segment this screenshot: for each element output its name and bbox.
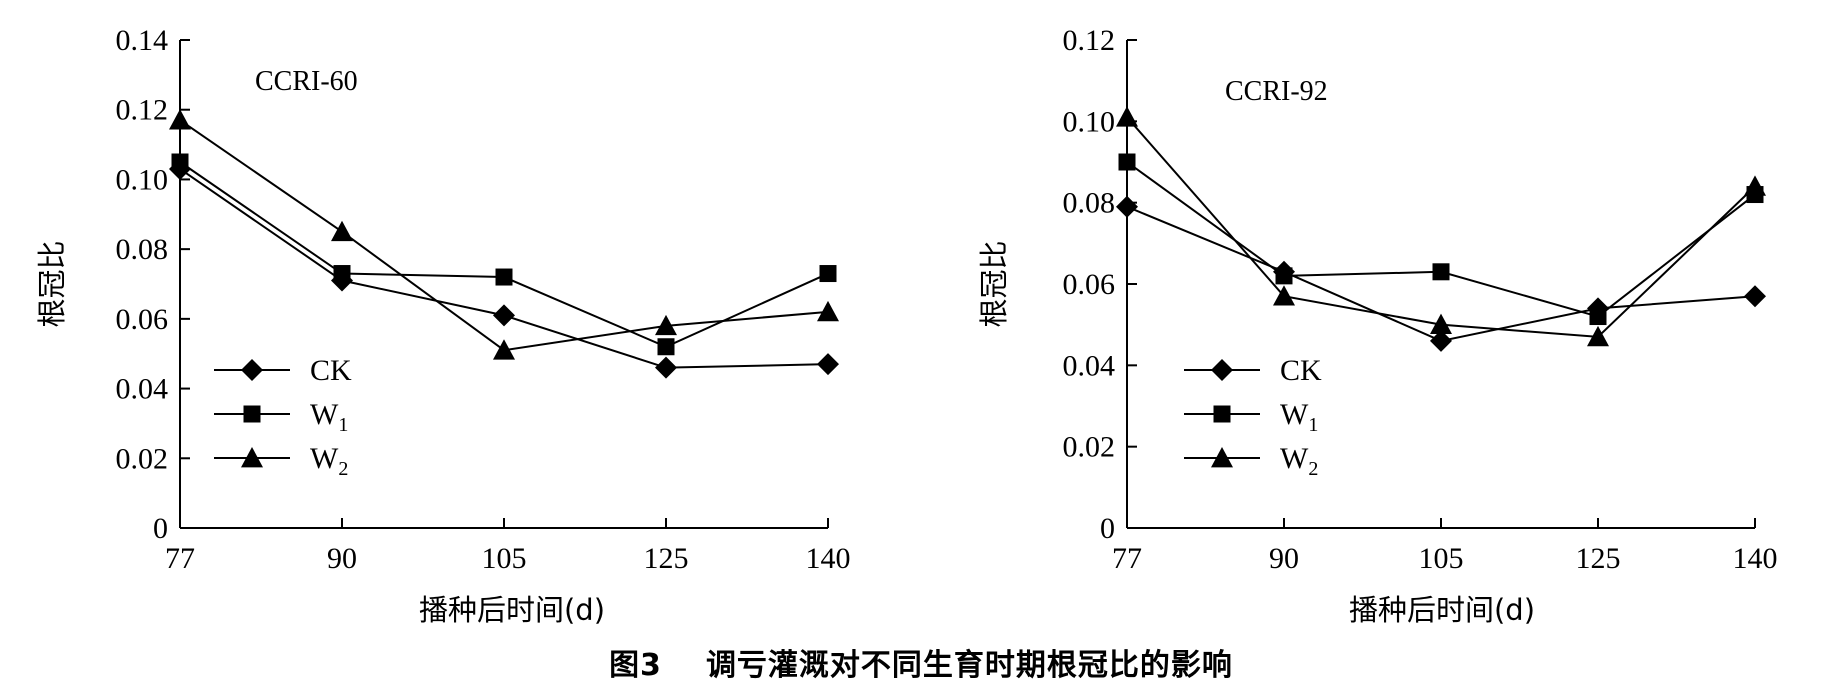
y-tick-label: 0.04 <box>116 373 169 406</box>
legend-marker <box>243 405 261 423</box>
y-tick-label: 0.02 <box>1063 431 1116 464</box>
legend: CK W1 W2 <box>214 354 352 480</box>
x-tick-label: 125 <box>644 542 689 575</box>
chart-title: CCRI-92 <box>1225 76 1328 107</box>
data-point-w2 <box>1116 106 1138 127</box>
data-point-ck <box>1116 195 1138 218</box>
chart-title: CCRI-60 <box>255 66 358 97</box>
x-axis-label: 播种后时间(d) <box>1349 593 1535 627</box>
y-tick-label: 0.10 <box>116 163 169 196</box>
y-tick-label: 0 <box>1100 512 1115 545</box>
y-tick-label: 0 <box>153 512 168 545</box>
figure-number: 图3 <box>609 648 662 683</box>
y-tick-label: 0.08 <box>1063 187 1116 220</box>
y-tick-label: 0.14 <box>116 24 169 57</box>
data-point-ck <box>817 353 839 376</box>
data-point-w1 <box>657 338 675 356</box>
data-point-w2 <box>655 314 677 336</box>
data-point-w1 <box>495 268 513 286</box>
data-point-w2 <box>817 300 839 322</box>
legend-label: W1 <box>1280 398 1318 436</box>
y-tick-label: 0.06 <box>116 303 169 336</box>
legend-marker <box>1213 405 1231 423</box>
legend-label: W1 <box>310 398 348 436</box>
data-point-w2 <box>1273 285 1295 306</box>
legend-label: W2 <box>310 442 348 480</box>
legend-marker <box>241 447 263 468</box>
data-point-ck <box>655 356 677 379</box>
x-tick-label: 90 <box>327 542 357 575</box>
chart-2: 0 0.02 0.04 0.06 0.08 0.10 0.12 77 90 105 125 140 播种… <box>977 24 1778 627</box>
x-tick-label: 125 <box>1576 542 1621 575</box>
data-point-w2 <box>1430 313 1452 335</box>
series-line-w1 <box>1126 161 1756 318</box>
x-tick-label: 90 <box>1269 542 1299 575</box>
series-line-ck <box>179 168 829 369</box>
y-tick-label: 0.02 <box>116 442 169 475</box>
data-point-w1 <box>1589 308 1607 326</box>
y-tick-label: 0.08 <box>116 233 169 266</box>
data-point-w1 <box>819 265 837 283</box>
x-tick-label: 140 <box>806 542 851 575</box>
figure-caption-text: 调亏灌溉对不同生育时期根冠比的影响 <box>705 648 1233 683</box>
data-point-w2 <box>331 220 353 242</box>
legend: CK W1 W2 <box>1184 354 1322 480</box>
data-point-ck <box>493 304 515 327</box>
x-tick-label: 105 <box>482 542 527 575</box>
legend-label: CK <box>1280 354 1322 387</box>
legend-label: CK <box>310 354 352 387</box>
legend-marker <box>1211 447 1233 468</box>
data-point-ck <box>1430 329 1452 352</box>
legend-marker <box>241 359 263 381</box>
figure-caption: 图3 调亏灌溉对不同生育时期根冠比的影响 <box>0 640 1842 684</box>
data-point-w1 <box>1432 263 1450 281</box>
x-axis-label: 播种后时间(d) <box>419 593 605 627</box>
data-point-w2 <box>169 109 191 130</box>
data-point-w2 <box>1587 325 1609 347</box>
data-point-w1 <box>1118 153 1136 171</box>
data-point-w1 <box>171 153 189 171</box>
data-point-ck <box>1744 285 1766 308</box>
chart-1: 0 0.02 0.04 0.06 0.08 0.10 0.12 0.14 77 90 105 125 1… <box>35 24 851 627</box>
data-point-w2 <box>493 339 515 360</box>
x-tick-label: 105 <box>1419 542 1464 575</box>
data-point-w1 <box>333 265 351 283</box>
legend-marker <box>1211 359 1233 381</box>
y-axis-label: 根冠比 <box>35 240 69 327</box>
x-tick-label: 77 <box>1112 542 1142 575</box>
data-point-w1 <box>1275 267 1293 285</box>
x-tick-label: 77 <box>165 542 195 575</box>
legend-label: W2 <box>1280 442 1318 480</box>
y-tick-label: 0.12 <box>116 94 169 127</box>
y-tick-label: 0.10 <box>1063 105 1116 138</box>
y-tick-label: 0.04 <box>1063 349 1116 382</box>
data-point-w2 <box>1744 175 1766 196</box>
y-tick-label: 0.06 <box>1063 268 1116 301</box>
y-axis-label: 根冠比 <box>977 240 1011 327</box>
y-tick-label: 0.12 <box>1063 24 1116 57</box>
x-tick-label: 140 <box>1733 542 1778 575</box>
